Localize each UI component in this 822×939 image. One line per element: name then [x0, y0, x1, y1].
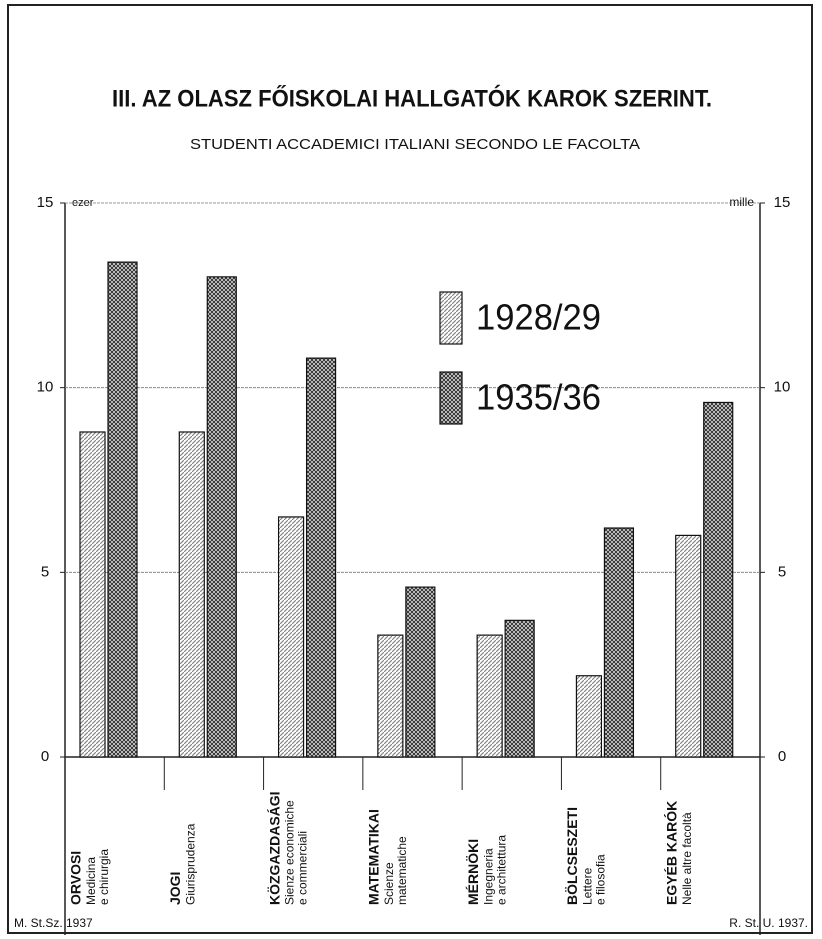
x-tick-label: KÖZGAZDASÁGI: [266, 791, 282, 905]
x-tick-note: Giurisprudenza: [183, 823, 197, 905]
x-tick-note: e filosofia: [594, 854, 608, 905]
chart-subtitle: STUDENTI ACCADEMICI ITALIANI SECONDO LE …: [190, 136, 640, 153]
x-tick-note: Scienze: [382, 862, 396, 905]
bar: [377, 634, 404, 758]
legend-label: 1928/29: [476, 297, 601, 338]
x-tick-label: BÖLCSESZETI: [564, 807, 580, 905]
y2-tick-label: 0: [778, 748, 786, 765]
chart-title: III. AZ OLASZ FŐISKOLAI HALLGATÓK KAROK …: [112, 84, 712, 112]
x-tick-note: e chirurgia: [97, 849, 111, 905]
bar: [107, 261, 138, 758]
x-tick-note: Ingegneria: [481, 848, 495, 905]
x-tick-note: Sienze economiche: [283, 800, 297, 905]
bar: [79, 431, 106, 758]
y-tick-label: 15: [37, 194, 54, 211]
bar: [575, 675, 603, 758]
bar: [504, 619, 535, 758]
bar: [178, 431, 205, 758]
bar: [703, 401, 734, 758]
footer-left: M. St.Sz. 1937: [14, 916, 93, 930]
bar: [305, 357, 337, 758]
y2-tick-label: 10: [774, 379, 791, 396]
bar: [675, 534, 702, 758]
bar: [476, 634, 503, 758]
y2-tick-label: 5: [778, 563, 786, 580]
bar: [206, 276, 237, 758]
x-tick-label: MÉRNÖKI: [465, 839, 481, 905]
x-tick-label: EGYÉB KARÓK: [662, 801, 679, 905]
x-tick-label: ORVOSI: [68, 851, 84, 905]
x-tick-note: e architettura: [494, 835, 508, 905]
x-tick-label: MATEMATIKAI: [366, 809, 382, 905]
bar: [277, 516, 305, 758]
legend-swatch: [439, 291, 463, 345]
y2-tick-label: 15: [774, 194, 791, 211]
x-tick-note: Lettere: [581, 867, 595, 905]
y-tick-label: 10: [37, 379, 54, 396]
x-tick-label: JOGI: [167, 872, 183, 905]
bar: [603, 527, 635, 758]
y-tick-label: 5: [41, 563, 49, 580]
legend-swatch: [439, 371, 463, 425]
bar: [405, 586, 436, 758]
legend-label: 1935/36: [476, 377, 601, 418]
x-tick-note: Medicina: [84, 857, 98, 905]
frame: [7, 4, 813, 934]
x-tick-note: matematiche: [395, 836, 409, 905]
x-tick-note: Nelle altre facoltà: [680, 812, 694, 905]
y-tick-label: 0: [41, 748, 49, 765]
footer-right: R. St. U. 1937.: [729, 916, 808, 930]
y2-axis-label: mille: [729, 195, 754, 209]
x-tick-note: e commerciali: [296, 831, 310, 905]
